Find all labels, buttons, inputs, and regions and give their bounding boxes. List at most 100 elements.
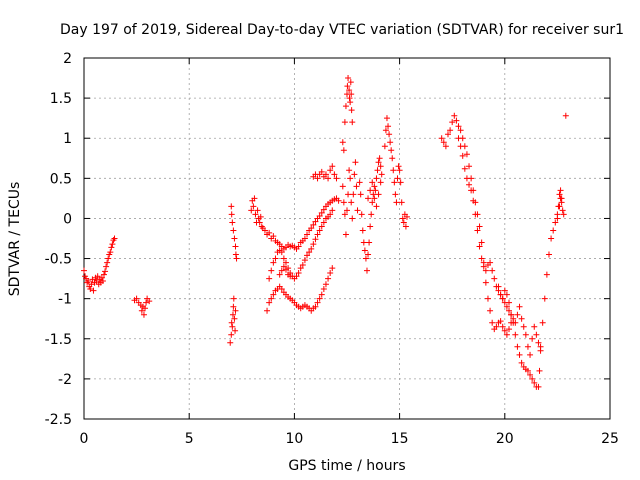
data-point: [103, 263, 110, 270]
data-point: [227, 339, 234, 346]
data-point: [535, 383, 542, 390]
data-point: [322, 281, 329, 288]
data-point: [399, 215, 406, 222]
data-point: [381, 143, 388, 150]
data-point: [495, 283, 502, 290]
data-point: [310, 241, 317, 248]
data-point: [345, 191, 352, 198]
data-point: [466, 163, 473, 170]
data-point: [320, 286, 327, 293]
y-tick-label: -1.5: [45, 332, 72, 348]
data-point: [524, 343, 531, 350]
data-point: [282, 266, 289, 273]
data-point: [280, 255, 287, 262]
data-point: [543, 271, 550, 278]
data-point: [230, 303, 237, 310]
data-point: [372, 187, 379, 194]
data-point: [268, 267, 275, 274]
data-point: [327, 269, 334, 276]
data-point: [339, 139, 346, 146]
data-point: [266, 275, 273, 282]
data-point: [228, 203, 235, 210]
data-point: [375, 159, 382, 166]
x-axis-label: GPS time / hours: [288, 458, 405, 474]
data-point: [102, 268, 109, 275]
data-point: [533, 331, 540, 338]
data-point: [320, 206, 327, 213]
data-point: [438, 135, 445, 142]
data-point: [527, 371, 534, 378]
data-point: [261, 227, 268, 234]
x-tick-label: 20: [496, 431, 514, 447]
data-point: [545, 251, 552, 258]
data-point: [396, 167, 403, 174]
data-point: [447, 127, 454, 134]
data-point: [536, 367, 543, 374]
data-point: [297, 265, 304, 272]
data-point: [512, 331, 519, 338]
data-point: [299, 261, 306, 268]
y-tick-label: -2.5: [45, 412, 72, 428]
x-tick-label: 5: [185, 431, 194, 447]
data-point: [400, 219, 407, 226]
data-point: [347, 99, 354, 106]
data-point: [518, 315, 525, 322]
data-point: [316, 227, 323, 234]
data-point: [104, 259, 111, 266]
data-point: [365, 251, 372, 258]
data-point: [331, 171, 338, 178]
data-point: [325, 175, 332, 182]
data-point: [362, 255, 369, 262]
data-point: [88, 281, 95, 288]
data-point: [466, 181, 473, 188]
data-point: [278, 267, 285, 274]
data-point: [344, 83, 351, 90]
data-point: [514, 343, 521, 350]
data-point: [449, 119, 456, 126]
data-point: [457, 127, 464, 134]
x-tick-label: 15: [391, 431, 409, 447]
data-point: [461, 165, 468, 172]
data-point: [493, 323, 500, 330]
x-tick-label: 25: [601, 431, 619, 447]
y-tick-label: -0.5: [45, 252, 72, 268]
data-point: [529, 335, 536, 342]
data-point: [256, 219, 263, 226]
grid-lines: [84, 58, 610, 419]
data-point: [312, 303, 319, 310]
data-point: [392, 191, 399, 198]
data-point: [248, 207, 255, 214]
data-point: [133, 295, 140, 302]
data-point: [353, 183, 360, 190]
data-point: [358, 211, 365, 218]
data-point: [529, 375, 536, 382]
data-point: [503, 291, 510, 298]
data-point: [457, 143, 464, 150]
data-point: [312, 236, 319, 243]
axes: 0 5 10 15 20 25 -2.5 -2 -1.5 -1 -0.5 0 0.5 1 1.5 2: [45, 51, 619, 447]
data-point: [308, 225, 315, 232]
y-axis-label: SDTVAR / TECUs: [7, 182, 23, 297]
data-point: [322, 171, 329, 178]
data-point: [93, 278, 100, 285]
y-tick-label: 1: [63, 131, 72, 147]
data-point: [81, 267, 87, 274]
data-point: [387, 139, 394, 146]
data-point: [142, 305, 149, 312]
data-point: [350, 191, 357, 198]
data-point: [89, 276, 96, 283]
data-point: [370, 191, 377, 198]
data-point: [478, 239, 485, 246]
y-tick-label: 0: [63, 211, 72, 227]
data-point: [535, 339, 542, 346]
data-point: [444, 131, 451, 138]
data-point: [451, 112, 458, 119]
data-point: [442, 143, 449, 150]
data-point: [229, 219, 236, 226]
data-point: [346, 167, 353, 174]
data-point: [280, 263, 287, 270]
data-point: [377, 163, 384, 170]
data-point: [329, 265, 336, 272]
data-point: [318, 168, 325, 175]
data-point: [270, 233, 277, 240]
